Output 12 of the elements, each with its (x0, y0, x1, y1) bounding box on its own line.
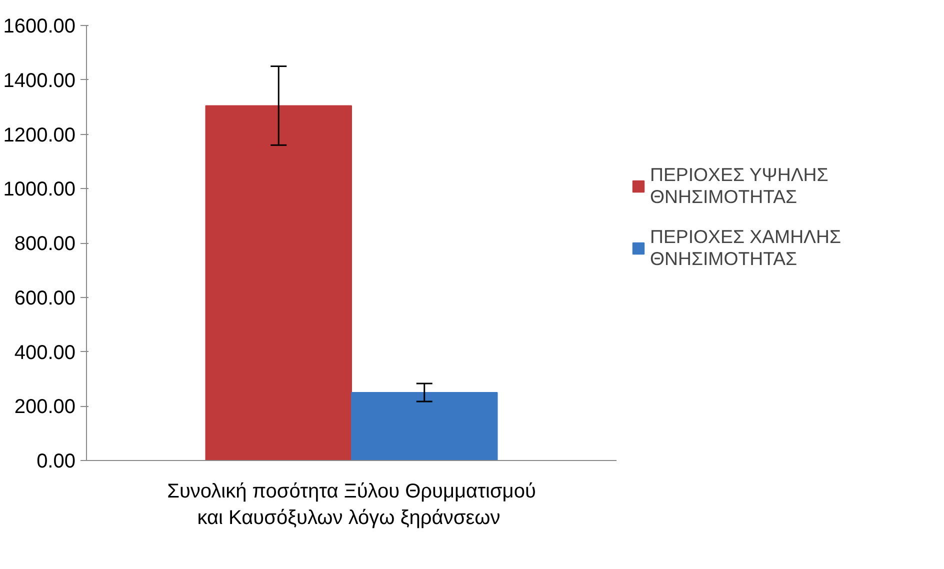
y-tick-label: 400.00 (14, 342, 76, 364)
y-tick-label: 200.00 (14, 396, 76, 418)
legend-label: ΠΕΡΙΟΧΕΣ ΧΑΜΗΛΗΣ ΘΝΗΣΙΜΟΤΗΤΑΣ (650, 226, 842, 270)
y-tick-label: 0.00 (36, 450, 76, 472)
y-tick-label: 1400.00 (3, 70, 76, 92)
legend-label: ΠΕΡΙΟΧΕΣ ΥΨΗΛΗΣ ΘΝΗΣΙΜΟΤΗΤΑΣ (650, 164, 828, 208)
y-tick-label: 1600.00 (3, 16, 76, 38)
y-tick-label: 600.00 (14, 287, 76, 310)
y-tick-label: 800.00 (14, 233, 76, 255)
y-tick-label: 1200.00 (3, 124, 76, 146)
y-tick-label: 1000.00 (3, 178, 76, 201)
x-tick-label: Συνολική ποσότητα Ξύλου Θρυμματισμού και Καυσόξυλων λόγω ξηράνσεων (167, 480, 536, 529)
